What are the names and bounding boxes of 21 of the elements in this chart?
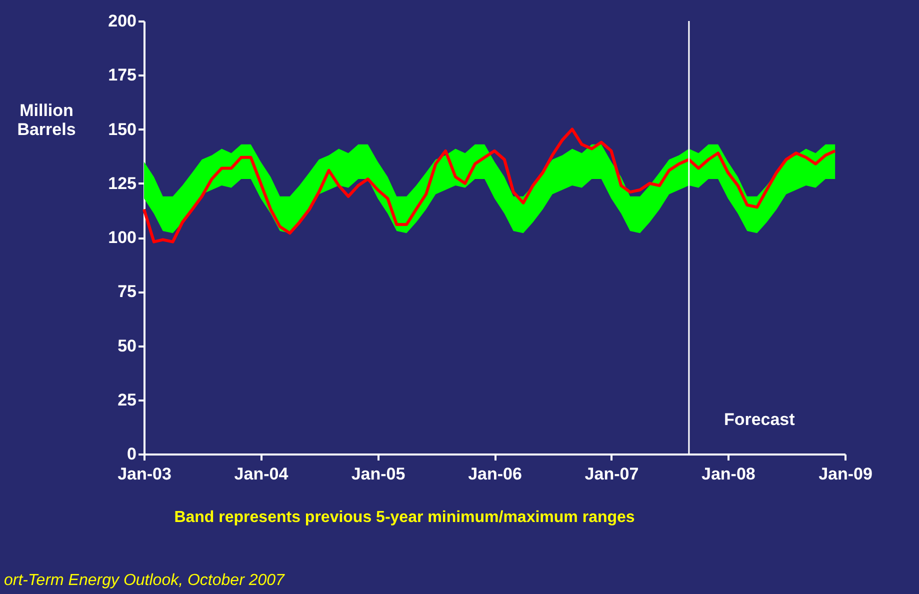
- x-tick-label: Jan-07: [584, 464, 639, 484]
- y-tick-label: 75: [118, 282, 136, 302]
- x-tick-label: Jan-04: [234, 464, 289, 484]
- y-tick-label: 150: [108, 120, 136, 139]
- y-tick-label: 25: [118, 390, 136, 410]
- y-tick-label: 175: [108, 66, 136, 85]
- y-tick-label: 200: [108, 12, 136, 30]
- y-axis-title: Million Barrels: [17, 101, 76, 139]
- y-tick-label: 100: [108, 228, 136, 247]
- x-tick-label: Jan-05: [351, 464, 406, 484]
- x-tick-label: Jan-03: [118, 464, 172, 484]
- y-tick-label: 50: [118, 336, 136, 356]
- x-tick-label: Jan-08: [702, 464, 756, 484]
- x-tick-label: Jan-06: [468, 464, 522, 484]
- y-tick-label: 125: [108, 174, 136, 193]
- x-tick-label: Jan-09: [818, 464, 872, 484]
- line-series: [142, 128, 837, 244]
- y-tick-label: 0: [127, 444, 136, 464]
- text: ort-Term Energy Outlook, October 2007: [4, 572, 286, 589]
- text: Band represents previous 5-year minimum/maximum ranges: [174, 509, 635, 526]
- ref-line-label: Forecast: [724, 410, 796, 429]
